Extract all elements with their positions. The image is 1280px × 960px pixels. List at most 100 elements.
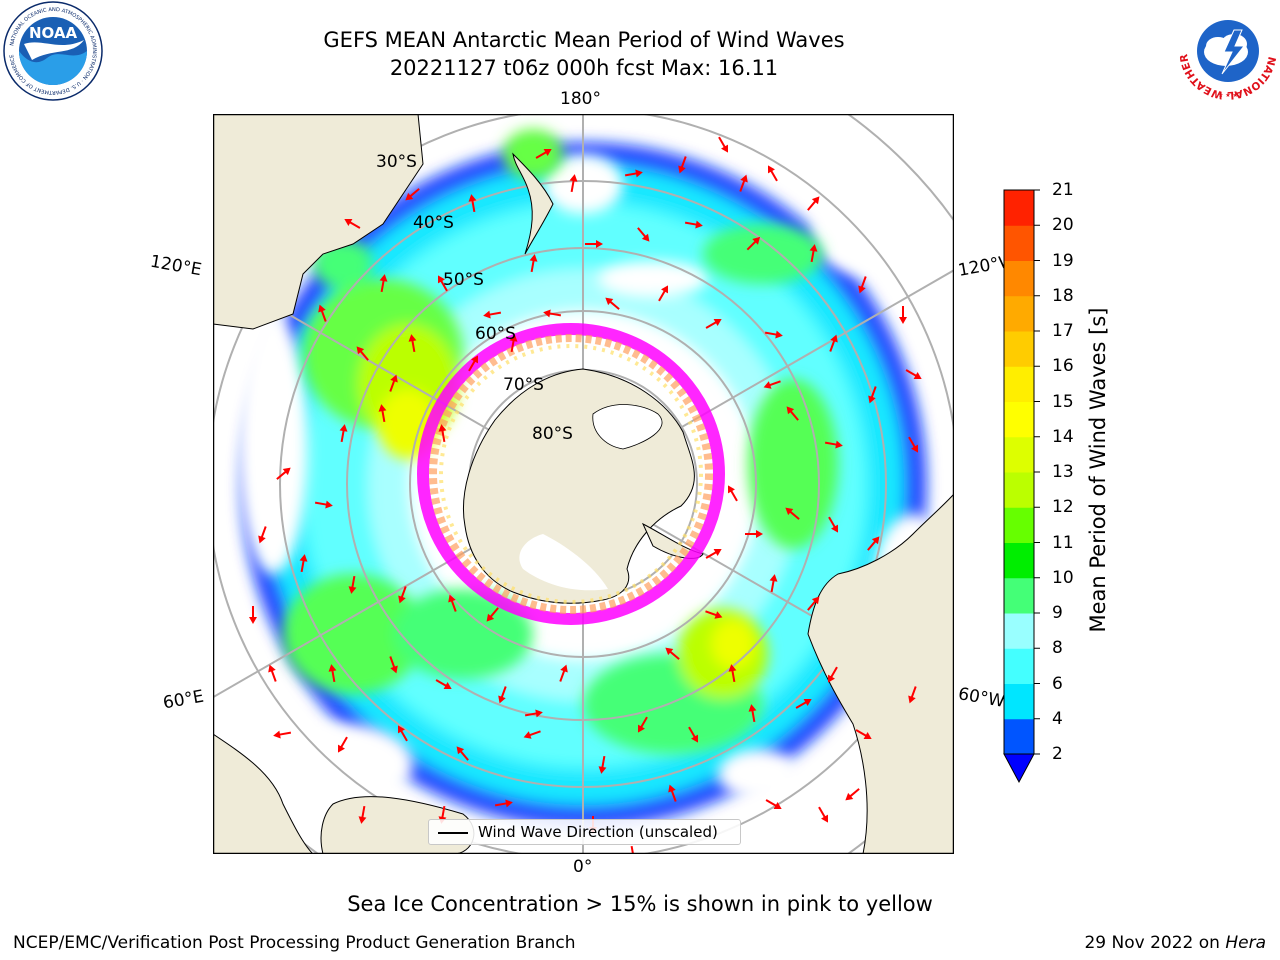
colorbar-segment — [1004, 331, 1034, 367]
wind-wave-arrow — [705, 549, 722, 559]
wind-wave-arrow — [605, 297, 620, 310]
wind-wave-arrow — [728, 485, 738, 502]
wind-wave-arrow — [688, 726, 698, 743]
legend-line-swatch — [438, 832, 468, 834]
wind-wave-arrow — [339, 424, 348, 443]
colorbar-tick-label: 20 — [1052, 215, 1074, 236]
wind-wave-arrow — [524, 709, 543, 718]
colorbar-tick-label: 19 — [1052, 250, 1074, 271]
wind-wave-arrow — [908, 686, 917, 704]
wind-wave-arrow — [378, 404, 387, 423]
wind-wave-arrow — [389, 374, 398, 392]
colorbar-segment — [1004, 648, 1034, 684]
wind-wave-arrow — [356, 346, 369, 361]
wind-wave-arrow — [379, 274, 388, 293]
lat-label-60s: 60°S — [475, 324, 516, 344]
wind-wave-arrow — [494, 799, 513, 808]
colorbar-segment — [1004, 577, 1034, 614]
colorbar-segment — [1004, 260, 1034, 297]
wind-wave-arrow — [624, 169, 643, 178]
wind-wave-arrow — [344, 219, 361, 229]
colorbar — [1003, 189, 1040, 784]
antarctica-land — [462, 368, 704, 604]
colorbar-segment — [1004, 295, 1034, 332]
sea-ice-ring — [417, 323, 725, 625]
sea-ice-note: Sea Ice Concentration > 15% is shown in … — [347, 892, 933, 916]
wind-wave-arrow — [908, 436, 918, 453]
colorbar-tick-label: 2 — [1052, 744, 1063, 764]
colorbar-tick-label: 6 — [1052, 673, 1063, 694]
wind-wave-arrow — [785, 507, 800, 520]
wind-wave-arrow — [630, 845, 635, 854]
colorbar-tick-label: 12 — [1052, 497, 1074, 518]
wind-wave-arrow — [705, 610, 723, 619]
wind-wave-arrow — [398, 725, 408, 742]
wind-wave-arrow — [858, 276, 867, 294]
wind-wave-arrow — [867, 536, 880, 551]
colorbar-segment — [1004, 507, 1034, 543]
wind-wave-arrow — [268, 664, 277, 682]
lat-label-80s: 80°S — [532, 424, 573, 444]
colorbar-tick-label: 15 — [1052, 391, 1074, 412]
wind-wave-arrow — [718, 136, 728, 153]
wind-wave-arrow — [905, 369, 922, 379]
wind-wave-arrow — [809, 244, 818, 263]
lon-label-120e: 120°E — [148, 251, 204, 281]
wind-wave-arrow — [448, 594, 457, 612]
wind-wave-arrow — [638, 716, 648, 733]
wind-wave-arrow — [637, 227, 650, 242]
wind-wave-arrow — [828, 516, 838, 533]
wind-wave-arrow — [795, 699, 812, 709]
legend-label: Wind Wave Direction (unscaled) — [478, 823, 718, 841]
wind-wave-arrow — [684, 220, 703, 229]
colorbar-tick-label: 11 — [1052, 532, 1074, 553]
wind-wave-arrow — [348, 575, 357, 594]
polar-map — [213, 114, 954, 854]
colorbar-tick-label: 10 — [1052, 567, 1074, 588]
colorbar-segment — [1004, 436, 1034, 473]
colorbar-label: Mean Period of Wind Waves [s] — [1086, 307, 1110, 633]
wind-wave-arrow — [435, 679, 452, 689]
footer-system: Hera — [1225, 933, 1266, 953]
wind-wave-arrow — [818, 806, 828, 823]
svg-text:NOAA: NOAA — [29, 24, 78, 42]
wind-wave-arrow — [585, 240, 603, 248]
colorbar-under-extend — [1003, 753, 1035, 784]
svg-text:★ ★ ★: ★ ★ ★ — [1218, 92, 1238, 99]
wind-wave-arrow — [523, 730, 541, 739]
wind-wave-arrow — [668, 784, 677, 802]
colorbar-tick-label: 8 — [1052, 638, 1063, 659]
colorbar-segment — [1004, 718, 1034, 755]
wind-wave-arrow — [678, 156, 687, 174]
colorbar-tick-label: 16 — [1052, 356, 1074, 377]
wind-wave-arrow — [748, 704, 757, 723]
colorbar-segment — [1004, 542, 1034, 579]
wind-wave-arrow — [249, 606, 257, 624]
wind-wave-arrow — [559, 664, 568, 682]
wind-wave-arrow — [845, 788, 860, 801]
wind-wave-arrow — [745, 530, 763, 538]
colorbar-tick-label: 18 — [1052, 285, 1074, 306]
wind-wave-arrow — [509, 334, 518, 353]
colorbar-tick-label: 9 — [1052, 603, 1063, 623]
lat-label-70s: 70°S — [503, 375, 544, 395]
noaa-logo-icon: NOAA NATIONAL OCEANIC AND ATMOSPHERIC AD… — [3, 1, 103, 101]
wind-wave-arrow — [318, 304, 327, 322]
wind-wave-arrow — [398, 586, 407, 604]
chart-title: GEFS MEAN Antarctic Mean Period of Wind … — [323, 28, 845, 52]
wind-wave-arrow — [483, 310, 502, 319]
wind-wave-arrow — [408, 334, 417, 353]
wind-wave-arrow — [543, 309, 562, 318]
footer-date-text: 29 Nov 2022 on — [1084, 933, 1226, 953]
lat-label-40s: 40°S — [413, 213, 454, 233]
wind-wave-arrow — [764, 330, 783, 339]
wind-wave-arrow — [807, 596, 820, 611]
wind-wave-arrow — [338, 736, 348, 753]
wind-wave-arrow — [405, 188, 420, 201]
map-legend: Wind Wave Direction (unscaled) — [428, 819, 741, 845]
colorbar-segment — [1004, 472, 1034, 508]
colorbar-tick-label: 17 — [1052, 321, 1074, 341]
continent-land — [213, 114, 954, 854]
wind-wave-arrow — [389, 656, 398, 674]
wind-wave-direction-arrows — [249, 136, 922, 854]
